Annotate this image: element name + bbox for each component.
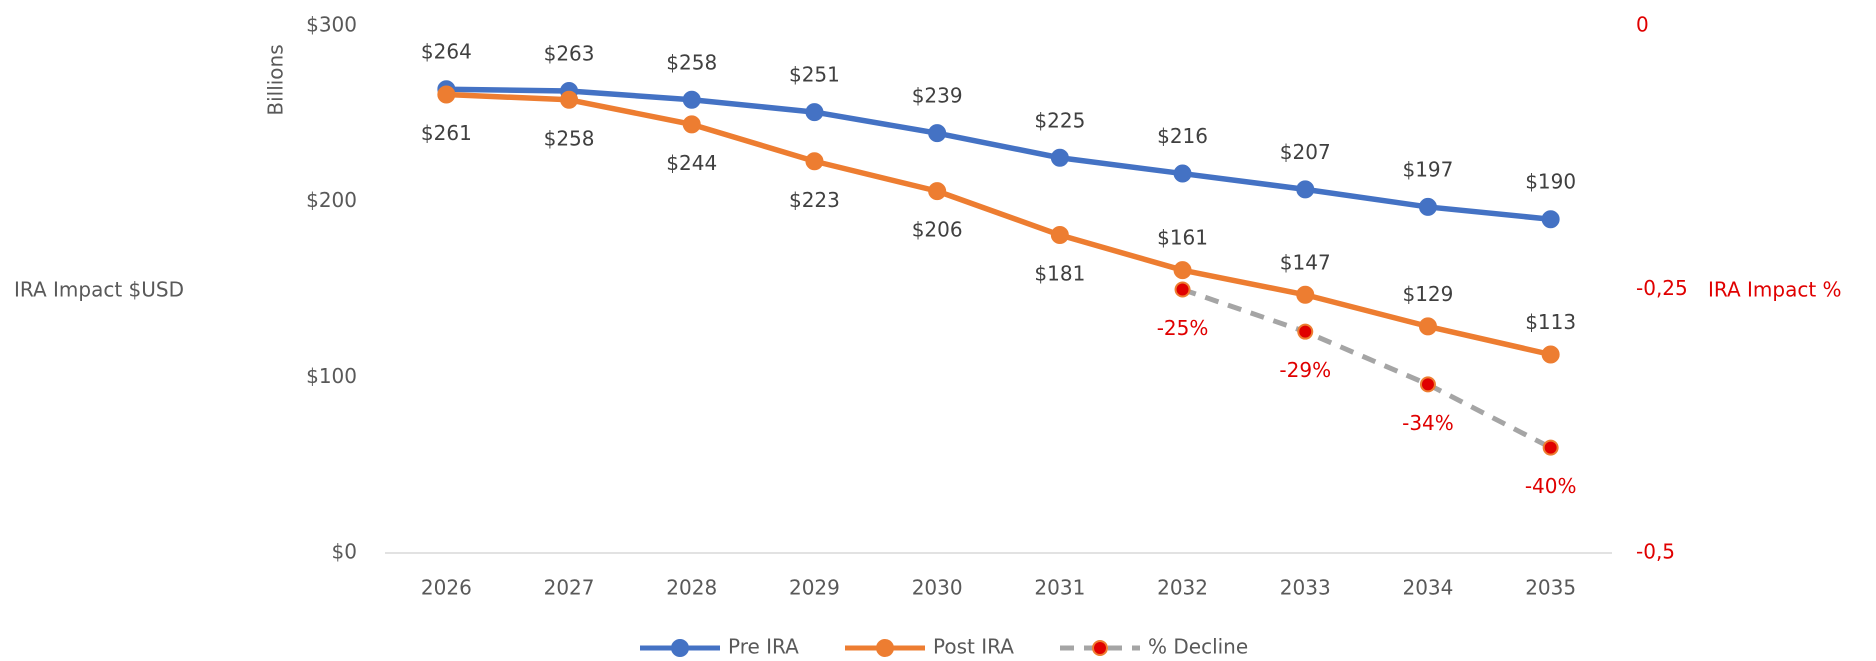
x-tick-label: 2029 — [789, 576, 840, 600]
marker — [1541, 345, 1560, 364]
legend-marker — [1092, 640, 1108, 656]
y2-tick-label: -0,5 — [1636, 540, 1675, 564]
data-label: -25% — [1157, 316, 1209, 340]
marker — [1050, 148, 1069, 167]
marker — [1297, 323, 1314, 340]
y-tick-label: $0 — [332, 540, 357, 564]
legend-label: % Decline — [1148, 635, 1248, 659]
marker — [928, 182, 947, 201]
data-label: $197 — [1402, 157, 1453, 181]
marker — [437, 85, 456, 104]
legend-marker — [671, 639, 689, 657]
data-label: $113 — [1525, 310, 1576, 334]
data-label: $264 — [421, 40, 472, 64]
legend-label: Pre IRA — [728, 635, 799, 659]
marker — [1418, 317, 1437, 336]
data-label: $251 — [789, 63, 840, 87]
data-label: $190 — [1525, 170, 1576, 194]
marker — [1419, 376, 1436, 393]
y-tick-label: $300 — [306, 13, 357, 37]
data-label: $225 — [1034, 108, 1085, 132]
data-label: $258 — [544, 126, 595, 150]
marker — [805, 152, 824, 171]
data-label: $181 — [1034, 262, 1085, 286]
series-line — [1181, 287, 1552, 450]
data-label: $206 — [912, 218, 963, 242]
y-tick-label: $200 — [306, 188, 357, 212]
marker — [1541, 210, 1560, 229]
data-label: $258 — [666, 50, 717, 74]
series-line — [446, 86, 1551, 222]
marker — [928, 124, 947, 143]
data-label: $147 — [1280, 250, 1331, 274]
data-label: $239 — [912, 84, 963, 108]
data-label: $161 — [1157, 226, 1208, 250]
marker — [1173, 261, 1192, 280]
marker — [1418, 197, 1437, 216]
marker — [1173, 164, 1192, 183]
data-label: $207 — [1280, 140, 1331, 164]
x-tick-label: 2027 — [544, 576, 595, 600]
x-tick-label: 2032 — [1157, 576, 1208, 600]
x-tick-label: 2028 — [666, 576, 717, 600]
series-line — [446, 91, 1552, 358]
x-tick-label: 2030 — [912, 576, 963, 600]
y-axis-title: IRA Impact $USD — [14, 278, 184, 302]
y-unit-label: Billions — [264, 44, 288, 115]
marker — [682, 90, 701, 109]
data-label: $261 — [421, 121, 472, 145]
data-label: $244 — [666, 151, 717, 175]
x-tick-label: 2031 — [1034, 576, 1085, 600]
y2-axis-title: IRA Impact % — [1708, 278, 1842, 302]
y2-tick-label: 0 — [1636, 13, 1649, 37]
y-tick-label: $100 — [306, 364, 357, 388]
marker — [1542, 439, 1559, 456]
x-tick-label: 2035 — [1525, 576, 1576, 600]
marker — [1174, 281, 1191, 298]
data-label: -29% — [1279, 358, 1331, 382]
marker — [1296, 180, 1315, 199]
data-label: -40% — [1525, 474, 1577, 498]
data-label: $129 — [1402, 282, 1453, 306]
legend-label: Post IRA — [933, 635, 1014, 659]
x-tick-label: 2033 — [1280, 576, 1331, 600]
x-tick-label: 2026 — [421, 576, 472, 600]
data-label: $216 — [1157, 124, 1208, 148]
marker — [682, 115, 701, 134]
data-label: $263 — [544, 41, 595, 65]
marker — [805, 103, 824, 122]
data-label: -34% — [1402, 411, 1454, 435]
y2-tick-label: -0,25 — [1636, 276, 1688, 300]
legend-marker — [876, 639, 894, 657]
marker — [560, 90, 579, 109]
data-label: $223 — [789, 188, 840, 212]
marker — [1050, 226, 1069, 245]
x-tick-label: 2034 — [1402, 576, 1453, 600]
marker — [1296, 285, 1315, 304]
